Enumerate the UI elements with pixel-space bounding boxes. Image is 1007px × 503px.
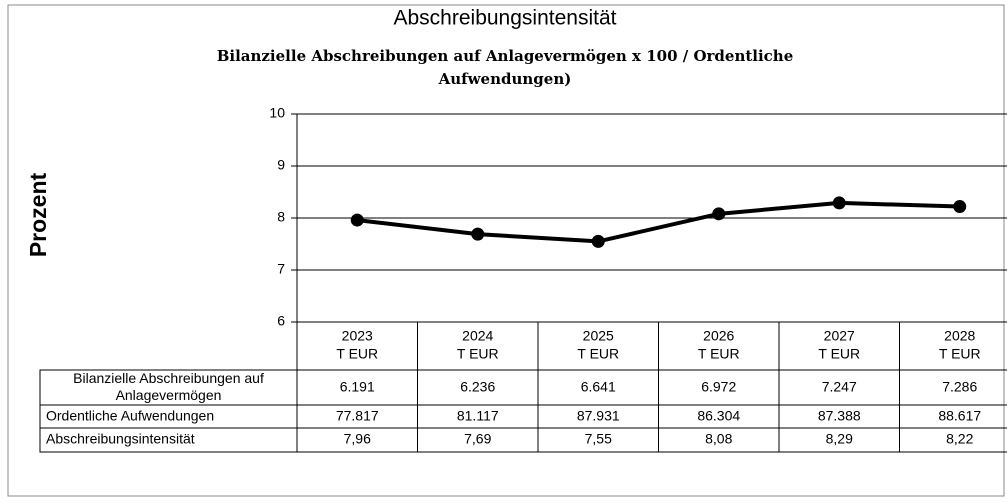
line	[357, 200, 960, 244]
table-value: 88.617	[938, 408, 981, 424]
marker	[350, 213, 364, 227]
table-value: 7.286	[942, 379, 977, 395]
table-value: 81.117	[457, 408, 499, 424]
x-tick-label: 2023	[342, 328, 373, 344]
row-label: Bilanzielle Abschreibungen auf Anlageverm…	[73, 370, 264, 403]
marker	[953, 200, 967, 214]
chart-subtitle: Aufwendungen)	[438, 70, 572, 88]
y-tick-label: 6	[277, 313, 285, 329]
marker	[712, 207, 726, 221]
marker	[471, 227, 485, 241]
y-tick-label: 9	[277, 157, 285, 173]
marker	[591, 234, 605, 248]
x-tick-unit: T EUR	[336, 346, 378, 362]
y-axis-label: Prozent	[25, 172, 51, 257]
x-tick-unit: T EUR	[457, 346, 499, 362]
table-value: 86.304	[697, 408, 740, 424]
x-tick-label: 2026	[703, 328, 734, 344]
data-label: 7,55	[585, 431, 612, 447]
data-label: 8,29	[826, 431, 853, 447]
data-label: 8,08	[705, 431, 732, 447]
row-label-line: Anlagevermögen	[116, 387, 222, 403]
x-tick-unit: T EUR	[939, 346, 981, 362]
chart-subtitle: Bilanzielle Abschreibungen auf Anlagever…	[217, 47, 794, 65]
table-value: 7.247	[822, 379, 857, 395]
x-tick-label: 2025	[583, 328, 614, 344]
table-value: 6.236	[460, 379, 495, 395]
frame	[7, 4, 1005, 497]
table-value: 6.641	[581, 379, 616, 395]
row-label: Ordentliche Aufwendungen	[46, 408, 214, 424]
data-label: 7,69	[464, 431, 491, 447]
x-tick-label: 2027	[824, 328, 855, 344]
table-value: 87.388	[818, 408, 861, 424]
data-label: 8,22	[946, 431, 973, 447]
y-tick-label: 10	[269, 105, 285, 121]
data-label: 7,96	[344, 431, 371, 447]
row-label: Abschreibungsintensität	[46, 431, 195, 447]
x-tick-unit: T EUR	[818, 346, 860, 362]
table-value: 6.191	[340, 379, 375, 395]
chart-title: Abschreibungsintensität	[394, 7, 617, 30]
marker	[832, 196, 846, 210]
y-tick-label: 7	[277, 261, 285, 277]
y-tick-label: 8	[277, 209, 285, 225]
row-label-line: Bilanzielle Abschreibungen auf	[73, 370, 264, 386]
x-tick-label: 2028	[944, 328, 975, 344]
x-tick-label: 2024	[462, 328, 493, 344]
x-tick-unit: T EUR	[698, 346, 740, 362]
table-value: 6.972	[701, 379, 736, 395]
table-value: 77.817	[336, 408, 379, 424]
table-cell	[899, 427, 1007, 453]
table-value: 87.931	[577, 408, 620, 424]
x-tick-unit: T EUR	[577, 346, 619, 362]
